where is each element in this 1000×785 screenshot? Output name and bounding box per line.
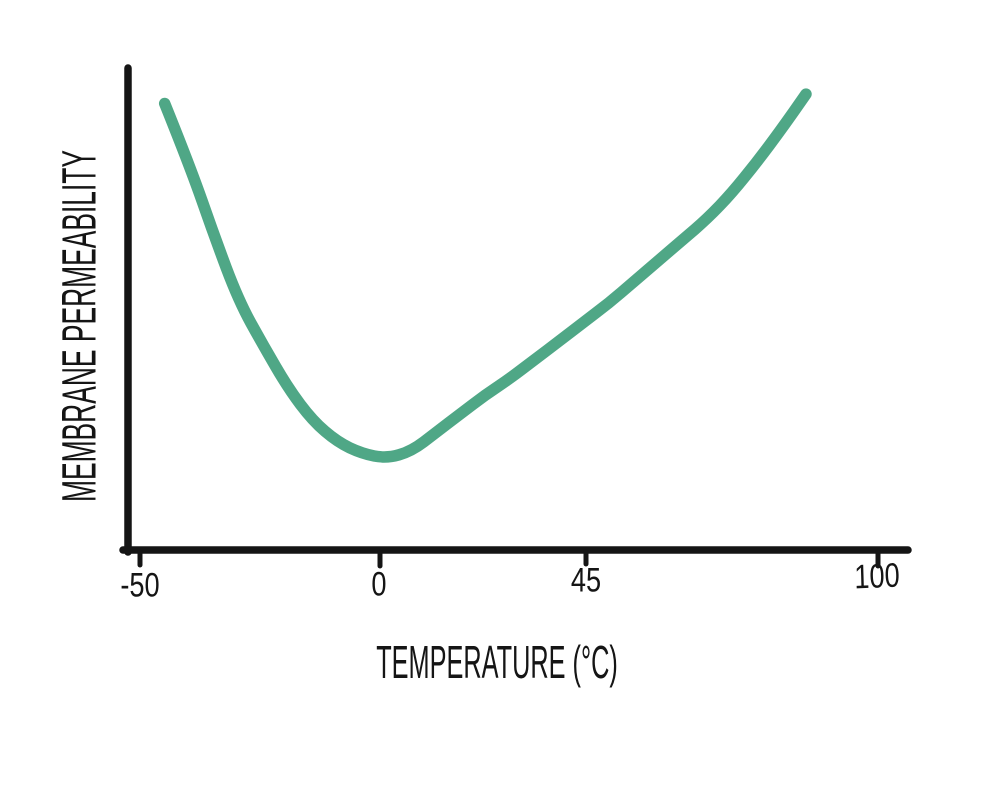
x-tick-label-45: 45 [570, 561, 602, 600]
x-tick-label-100: 100 [853, 556, 901, 597]
y-axis-title: MEMBRANE PERMEABILITY [53, 149, 107, 503]
x-tick-label-minus50: -50 [120, 566, 160, 605]
permeability-curve [158, 88, 812, 463]
x-axis-title: TEMPERATURE (°C) [376, 636, 618, 688]
x-tick-label-0: 0 [371, 565, 387, 604]
